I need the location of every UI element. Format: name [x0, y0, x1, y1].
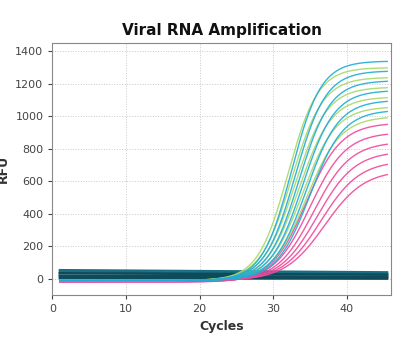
Title: Viral RNA Amplification: Viral RNA Amplification: [122, 23, 322, 38]
Y-axis label: RFU: RFU: [0, 155, 10, 183]
Legend: SARS-CoV-2, Influenza A, Influenza B: SARS-CoV-2, Influenza A, Influenza B: [52, 356, 247, 360]
X-axis label: Cycles: Cycles: [199, 320, 244, 333]
